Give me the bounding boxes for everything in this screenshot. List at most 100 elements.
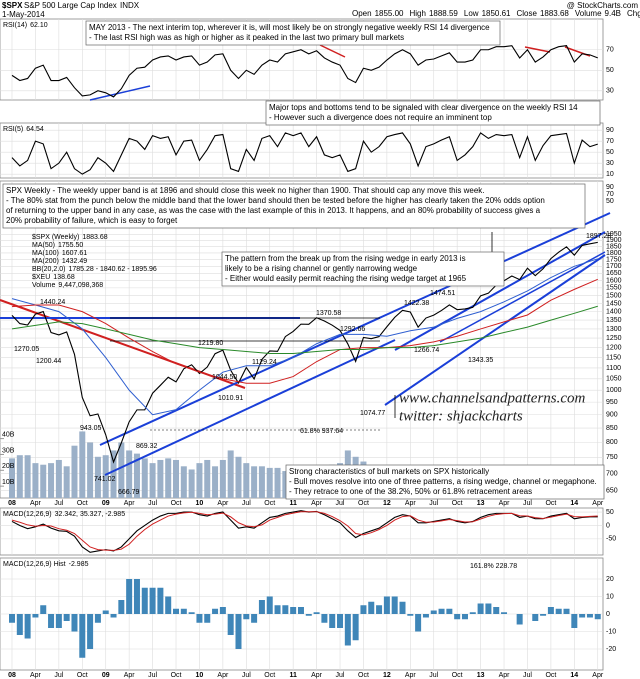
price-label: 741.02 (94, 476, 116, 483)
fib-label: 161.8% 228.78 (470, 563, 517, 570)
price-label: 61.8% 937.64 (300, 428, 343, 435)
hist-bar (383, 596, 390, 614)
x-tick-label: 09 (102, 672, 110, 679)
trend-line (384, 254, 606, 406)
x-tick-label: Oct (264, 672, 275, 679)
volume-bar (55, 459, 62, 498)
hist-bar (469, 612, 476, 614)
y-tick-label: 10 (606, 171, 614, 178)
price-label: 1422.38 (404, 300, 429, 307)
hist-bar (79, 614, 86, 658)
hist-bar (594, 614, 601, 620)
x-tick-label: Jul (242, 500, 251, 507)
hist-bar (368, 601, 375, 614)
indicator-value: 62.10 (30, 22, 48, 29)
indicator-name: MACD(12,26,9) (3, 511, 52, 518)
x-tick-label: Jul (429, 500, 438, 507)
x-tick-label: Apr (405, 672, 417, 679)
legend-entry: MA(200) 1432.49 (32, 258, 87, 265)
hist-bar (102, 610, 109, 614)
indicator-name: RSI(5) (3, 126, 23, 133)
x-tick-label: 08 (8, 500, 16, 507)
volume-bar (110, 450, 117, 498)
x-tick-label: Jul (429, 672, 438, 679)
y-tick-label: 90 (606, 127, 614, 134)
y-tick-label: 1700 (606, 263, 622, 270)
volume-bar (16, 455, 23, 498)
annotation-text: SPX Weekly - The weekly upper band is at… (6, 186, 485, 195)
hist-bar (126, 579, 133, 614)
x-tick-label: 10 (196, 500, 204, 507)
hist-bar (282, 605, 289, 614)
series-line (11, 278, 598, 384)
x-tick-label: Apr (405, 500, 417, 507)
quote-label: Close (516, 9, 537, 18)
x-tick-label: Apr (499, 500, 511, 507)
y-tick-label: 1750 (606, 256, 622, 263)
hist-bar (9, 614, 15, 623)
x-tick-label: Apr (311, 500, 323, 507)
annotation-text: Strong characteristics of bull markets o… (289, 467, 489, 476)
x-tick-label: Jul (54, 672, 63, 679)
quote-label: Low (464, 9, 479, 18)
y-tick-label: 950 (606, 399, 618, 406)
price-label: 1200.44 (36, 358, 61, 365)
annotation-text: - The last RSI high was as high or highe… (89, 33, 404, 42)
hist-bar (55, 614, 62, 628)
hist-bar (446, 608, 453, 614)
hist-bar (87, 614, 94, 649)
y-tick-label: 1150 (606, 354, 621, 361)
annotation-text: 20% probability of failure, which is eas… (6, 216, 178, 225)
volume-bar (9, 458, 15, 498)
hist-bar (118, 600, 125, 614)
hist-bar (16, 614, 23, 635)
y-tick-label: 700 (606, 470, 618, 477)
y-tick-label: 1900 (606, 237, 622, 244)
inset-tick-label: 50 (606, 198, 614, 205)
hist-bar (391, 596, 398, 614)
price-label: 1370.58 (316, 310, 341, 317)
hist-bar (251, 614, 258, 623)
hist-bar (48, 614, 55, 628)
hist-bar (235, 614, 242, 649)
x-tick-label: Oct (171, 500, 182, 507)
y-tick-label: 1250 (606, 335, 622, 342)
price-label: 1270.05 (14, 346, 39, 353)
x-tick-label: Apr (592, 500, 604, 507)
legend-value: 1785.28 - 1840.62 - 1895.96 (68, 266, 156, 273)
hist-bar (149, 587, 156, 614)
volume-bar (266, 467, 273, 498)
divergence-arrow (524, 46, 551, 53)
hist-bar (219, 607, 226, 614)
volume-bar (79, 431, 86, 498)
date: 1-May-2014 (2, 10, 45, 19)
divergence-arrow (89, 85, 151, 101)
hist-bar (188, 612, 195, 614)
trend-lines (0, 44, 611, 476)
hist-bar (141, 587, 148, 614)
x-tick-label: Apr (217, 672, 229, 679)
y-tick-label: 800 (606, 439, 618, 446)
x-tick-label: Apr (30, 500, 42, 507)
quote-label: Chg (627, 9, 640, 18)
x-tick-label: Jul (523, 672, 532, 679)
hist-bar (532, 614, 539, 621)
annotation-box (265, 100, 601, 126)
inset-tick-label: 70 (606, 191, 614, 198)
legend-entry: BB(20,2.0) 1785.28 - 1840.62 - 1895.96 (32, 266, 157, 273)
quote-value: 1855.00 (375, 9, 404, 18)
legend-entry: $SPX (Weekly) 1883.68 (32, 234, 108, 241)
volume-bar (126, 450, 133, 498)
y-tick-label: 900 (606, 412, 618, 419)
hist-bar (360, 605, 367, 614)
volume-bar (157, 459, 164, 498)
indicator-name: RSI(14) (3, 22, 27, 29)
legend-entry: $XEU 138.68 (32, 274, 75, 281)
volume-bar (165, 458, 172, 498)
hist-bar (337, 614, 344, 628)
y2-tick-label: 10B (2, 479, 15, 486)
x-tick-label: Oct (545, 672, 556, 679)
